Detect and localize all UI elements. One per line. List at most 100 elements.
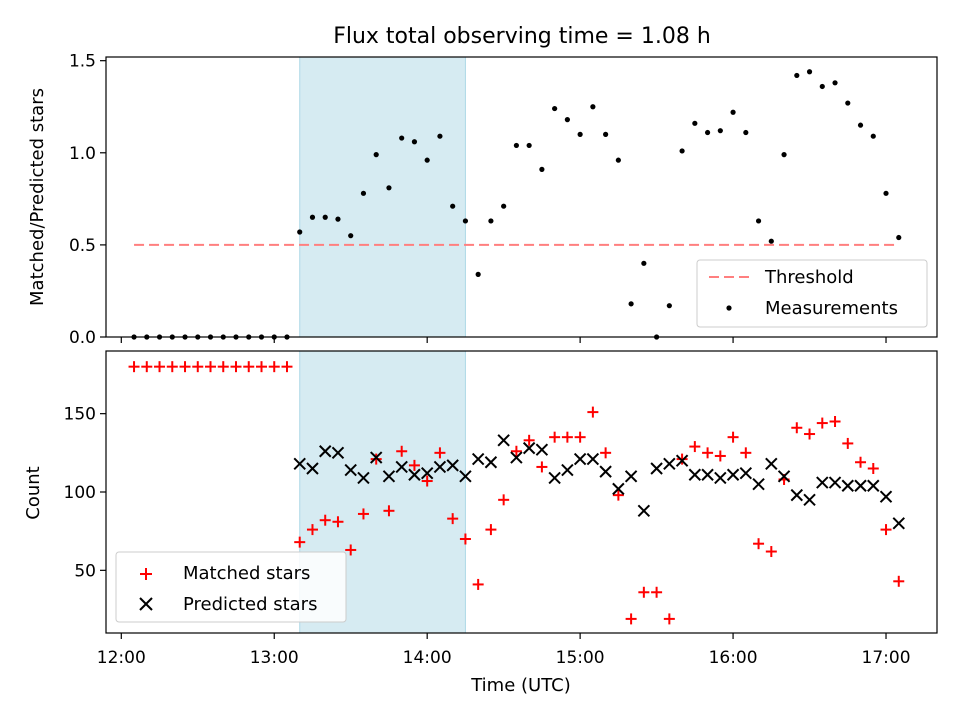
bottom-legend-box <box>115 551 347 623</box>
measurement-point <box>475 271 481 277</box>
matched-star-point <box>166 361 178 373</box>
measurement-point <box>666 303 672 309</box>
predicted-star-point <box>344 463 357 477</box>
predicted-star-point <box>319 445 332 458</box>
matched-star-point <box>306 524 318 536</box>
predicted-star-point <box>612 482 625 496</box>
y-tick-label: 100 <box>64 483 96 503</box>
chart-title: Flux total observing time = 1.08 h <box>333 24 711 49</box>
matched-star-point <box>625 613 637 625</box>
measurement-point <box>488 218 494 224</box>
predicted-star-point <box>382 470 396 483</box>
legend-predicted-label: Predicted stars <box>183 594 317 615</box>
measurement-point <box>552 105 558 112</box>
bottom-x-ticks: 12:00 13:00 14:00 15:00 16:00 17:00 <box>97 633 911 668</box>
predicted-star-point <box>892 517 905 530</box>
measurement-point <box>462 218 469 224</box>
measurement-point <box>437 133 443 139</box>
y-tick-label: 50 <box>74 561 96 581</box>
matched-star-point <box>574 431 586 443</box>
matched-star-point <box>727 431 739 443</box>
measurement-point <box>411 139 418 145</box>
top-y-axis-label: Matched/Predicted stars <box>27 88 48 306</box>
matched-star-point <box>434 447 446 459</box>
x-axis-label: Time (UTC) <box>470 675 571 696</box>
matched-star-point <box>587 406 599 418</box>
bottom-legend: Matched stars Predicted stars <box>115 551 347 623</box>
predicted-star-point <box>599 465 612 478</box>
matched-star-point <box>536 461 548 473</box>
y-tick-label: 0.5 <box>69 236 96 256</box>
predicted-star-point <box>293 457 306 471</box>
matched-star-point <box>154 361 166 373</box>
measurement-point <box>806 69 813 75</box>
top-shaded-region <box>299 56 466 338</box>
y-tick-label: 1.5 <box>69 52 96 72</box>
predicted-star-point <box>701 468 714 481</box>
y-tick-label: 150 <box>64 405 96 425</box>
predicted-star-point <box>484 456 498 469</box>
measurement-point <box>717 128 723 134</box>
predicted-star-point <box>828 476 842 489</box>
measurement-point <box>794 72 800 79</box>
predicted-star-point <box>561 463 574 477</box>
matched-star-point <box>740 447 752 459</box>
legend-measurements-swatch <box>726 305 732 311</box>
bottom-y-ticks: 50 100 150 <box>64 405 106 581</box>
predicted-star-point <box>765 457 778 471</box>
measurement-point <box>335 216 341 222</box>
measurement-point <box>590 104 596 110</box>
matched-star-point <box>485 524 497 536</box>
predicted-star-point <box>369 451 383 464</box>
predicted-star-point <box>548 471 561 485</box>
matched-star-point <box>383 505 395 517</box>
measurement-point <box>360 190 367 196</box>
legend-predicted-swatch <box>139 597 153 611</box>
predicted-star-point <box>790 488 804 502</box>
predicted-star-point <box>879 490 893 503</box>
legend-matched-label: Matched stars <box>183 563 310 584</box>
measurement-point <box>883 190 889 196</box>
predicted-star-point <box>752 477 765 491</box>
predicted-star-point <box>714 471 727 485</box>
legend-threshold-label: Threshold <box>764 267 854 288</box>
matched-star-point <box>893 575 905 587</box>
x-tick-label: 12:00 <box>97 648 146 668</box>
predicted-star-point <box>777 470 791 483</box>
matched-star-point <box>230 361 242 373</box>
measurement-point <box>424 157 430 163</box>
matched-star-point <box>829 416 841 427</box>
measurement-point <box>539 166 545 172</box>
matched-star-point <box>880 524 892 536</box>
top-axes-frame <box>105 56 938 338</box>
matched-star-point <box>472 578 484 590</box>
y-tick-label: 1.0 <box>69 144 96 164</box>
predicted-star-point <box>854 479 867 492</box>
measurement-point <box>526 142 532 149</box>
matched-star-point <box>549 431 561 443</box>
predicted-star-point <box>726 468 740 481</box>
matched-star-point <box>498 494 510 506</box>
predicted-star-point <box>624 470 638 483</box>
measurement-point <box>322 214 328 220</box>
predicted-star-point <box>306 462 319 475</box>
top-x-ticks <box>120 337 887 343</box>
matched-star-point <box>319 514 331 526</box>
measurement-point <box>755 218 762 224</box>
matched-star-point <box>612 489 624 501</box>
predicted-star-point <box>637 504 651 518</box>
measurement-point <box>679 148 685 154</box>
matched-star-point <box>689 441 701 453</box>
measurement-point <box>896 234 902 241</box>
y-tick-label: 0.0 <box>69 328 96 348</box>
x-tick-label: 15:00 <box>556 648 605 668</box>
matched-star-point <box>357 508 369 520</box>
predicted-star-point <box>357 471 370 485</box>
measurement-point <box>603 131 609 137</box>
matched-star-point <box>523 434 535 446</box>
predicted-star-point <box>535 443 549 456</box>
measurement-point <box>577 131 583 137</box>
measurement-point <box>781 152 787 158</box>
matched-star-point <box>459 533 471 545</box>
measurement-point <box>373 152 379 158</box>
